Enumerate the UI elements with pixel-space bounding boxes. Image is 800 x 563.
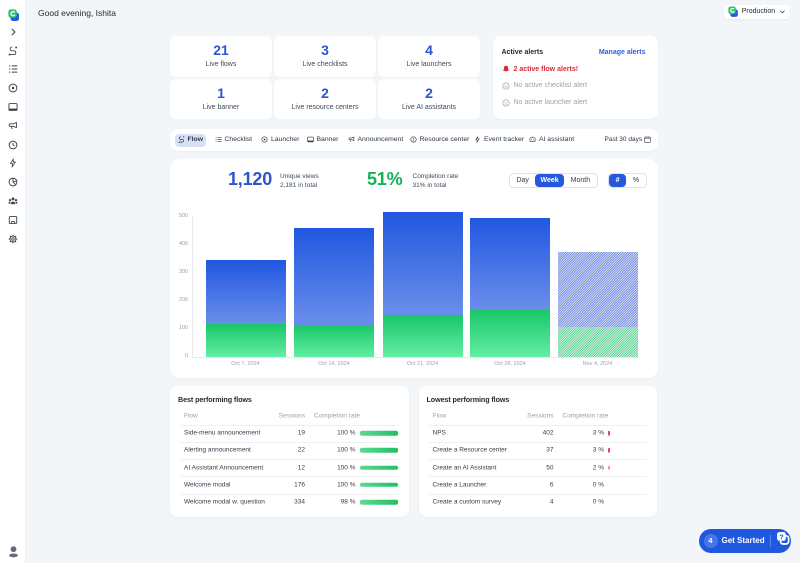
svg-text:?: ? (779, 533, 784, 542)
